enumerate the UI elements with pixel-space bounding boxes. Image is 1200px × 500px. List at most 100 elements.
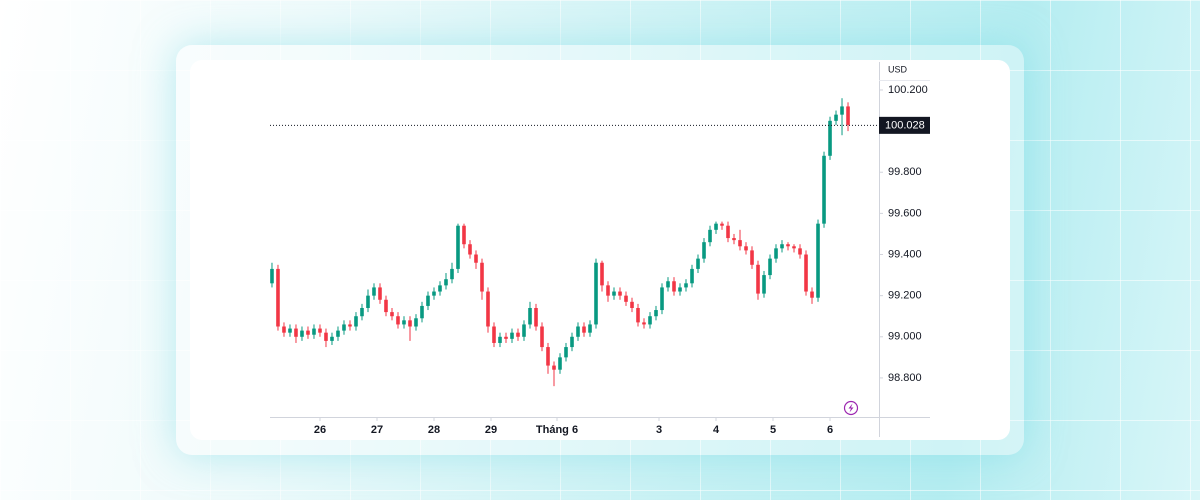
x-tick-label: Tháng 6 xyxy=(536,424,578,436)
candle-body xyxy=(762,275,766,294)
candle-body xyxy=(312,328,316,335)
candle-body xyxy=(588,324,592,333)
candle-body xyxy=(480,262,484,292)
candle-body xyxy=(828,120,832,156)
candle-body xyxy=(624,295,628,302)
candle-body xyxy=(576,326,580,337)
candle-body xyxy=(504,336,508,339)
candle-body xyxy=(384,299,388,313)
candle-body xyxy=(450,268,454,280)
candle-body xyxy=(438,285,442,292)
candle-body xyxy=(546,347,550,366)
candle-body xyxy=(798,248,802,255)
candle-body xyxy=(702,242,706,259)
y-tick-label: 99.000 xyxy=(888,331,922,343)
candle-body xyxy=(768,258,772,276)
x-tick-label: 6 xyxy=(827,424,833,436)
candle-body xyxy=(540,326,544,348)
x-tick-label: 27 xyxy=(371,424,383,436)
candle-body xyxy=(282,326,286,333)
candle-body xyxy=(744,246,748,251)
y-tick-label: 99.800 xyxy=(888,166,922,178)
candle-body xyxy=(360,307,364,317)
candle-body xyxy=(534,307,538,327)
candle-body xyxy=(342,324,346,331)
last-price-box xyxy=(879,116,930,134)
lightning-icon xyxy=(843,400,859,416)
candle-body xyxy=(594,262,598,325)
candle-body xyxy=(396,316,400,325)
candle-body xyxy=(684,283,688,288)
candle-body xyxy=(606,285,610,296)
candle-body xyxy=(408,320,412,327)
candle-body xyxy=(714,223,718,230)
x-tick-label: 4 xyxy=(713,424,720,436)
candle-body xyxy=(822,155,826,224)
chart-card xyxy=(190,60,1010,440)
candle-body xyxy=(726,225,730,239)
candle-body xyxy=(780,244,784,249)
candle-body xyxy=(474,254,478,263)
y-tick-label: 99.200 xyxy=(888,290,922,302)
candle-body xyxy=(600,262,604,286)
candle-body xyxy=(402,320,406,325)
candle-body xyxy=(528,307,532,325)
axis-unit: USD xyxy=(888,64,908,74)
y-tick-label: 99.600 xyxy=(888,207,922,219)
candle-body xyxy=(414,318,418,327)
x-tick-label: 29 xyxy=(485,424,497,436)
candle-body xyxy=(630,301,634,308)
candle-body xyxy=(462,225,466,245)
last-price-label: 100.028 xyxy=(885,119,925,131)
candle-body xyxy=(732,238,736,241)
candle-body xyxy=(486,291,490,327)
x-tick-label: 26 xyxy=(314,424,326,436)
candle-body xyxy=(318,328,322,333)
candle-body xyxy=(270,268,274,284)
candle-body xyxy=(666,281,670,288)
candle-body xyxy=(372,287,376,296)
candle-body xyxy=(306,330,310,335)
y-tick-label: 98.800 xyxy=(888,372,922,384)
candle-body xyxy=(552,365,556,370)
candle-body xyxy=(774,248,778,259)
candle-body xyxy=(642,322,646,325)
candle-body xyxy=(288,328,292,333)
candle-body xyxy=(678,287,682,292)
candle-body xyxy=(300,330,304,337)
candle-body xyxy=(366,295,370,308)
candle-body xyxy=(846,106,850,125)
candle-body xyxy=(750,250,754,265)
candle-body xyxy=(498,336,502,343)
candle-body xyxy=(444,279,448,286)
candle-body xyxy=(810,291,814,298)
candle-body xyxy=(612,291,616,296)
y-tick-label: 100.200 xyxy=(888,84,928,96)
candle-body xyxy=(672,281,676,292)
candle-body xyxy=(336,330,340,337)
candle-body xyxy=(690,268,694,284)
candle-body xyxy=(420,305,424,319)
candle-body xyxy=(294,328,298,337)
candle-body xyxy=(564,347,568,358)
candle-body xyxy=(636,307,640,323)
candle-body xyxy=(618,291,622,296)
y-tick-label: 99.400 xyxy=(888,248,922,260)
candle-body xyxy=(816,223,820,298)
candle-body xyxy=(378,287,382,300)
candle-body xyxy=(738,240,742,247)
candle-body xyxy=(582,326,586,333)
candle-body xyxy=(354,316,358,327)
candle-body xyxy=(330,336,334,341)
candle-body xyxy=(426,295,430,306)
candle-body xyxy=(348,324,352,327)
x-tick-label: 28 xyxy=(428,424,440,436)
candle-body xyxy=(324,332,328,341)
x-tick-label: 5 xyxy=(770,424,776,436)
candle-body xyxy=(804,254,808,292)
candle-body xyxy=(660,287,664,311)
candle-body xyxy=(834,114,838,121)
candle-body xyxy=(456,225,460,269)
